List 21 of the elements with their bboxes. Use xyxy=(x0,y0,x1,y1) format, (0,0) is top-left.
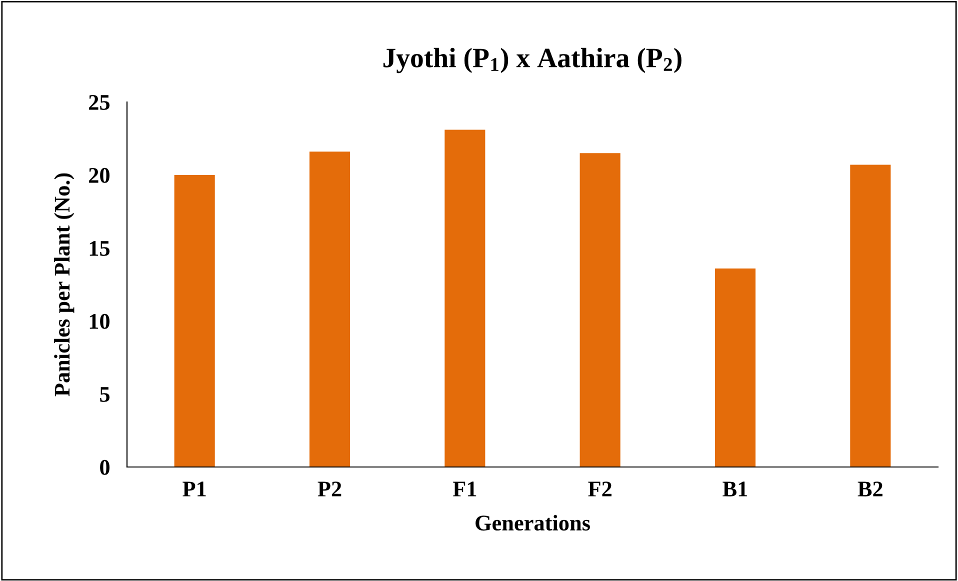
x-tick-label: F2 xyxy=(588,482,612,496)
chart-title: Jyothi (P$_{1}$) x Aathira (P$_{2}$) xyxy=(383,48,682,74)
x-tick-label: B2 xyxy=(858,482,882,496)
x-tick-label: F1 xyxy=(452,482,476,496)
bar xyxy=(444,130,486,467)
bar xyxy=(850,164,891,467)
y-tick-label: 5 xyxy=(100,387,110,402)
bar xyxy=(309,152,350,467)
y-axis-title: Panicles per Plant (No.) xyxy=(54,173,74,396)
x-axis-title: Generations xyxy=(476,514,590,531)
bar xyxy=(714,268,756,467)
bar xyxy=(580,153,620,467)
y-tick-label: 15 xyxy=(90,241,110,256)
bar xyxy=(174,175,215,467)
y-tick-label: 0 xyxy=(100,460,110,475)
y-tick-label: 25 xyxy=(89,94,110,110)
x-tick-label: P1 xyxy=(182,482,206,496)
x-tick-label: B1 xyxy=(722,482,748,496)
y-tick-label: 20 xyxy=(89,168,110,183)
x-tick-label: P2 xyxy=(318,482,342,496)
y-tick-label: 10 xyxy=(90,314,110,329)
